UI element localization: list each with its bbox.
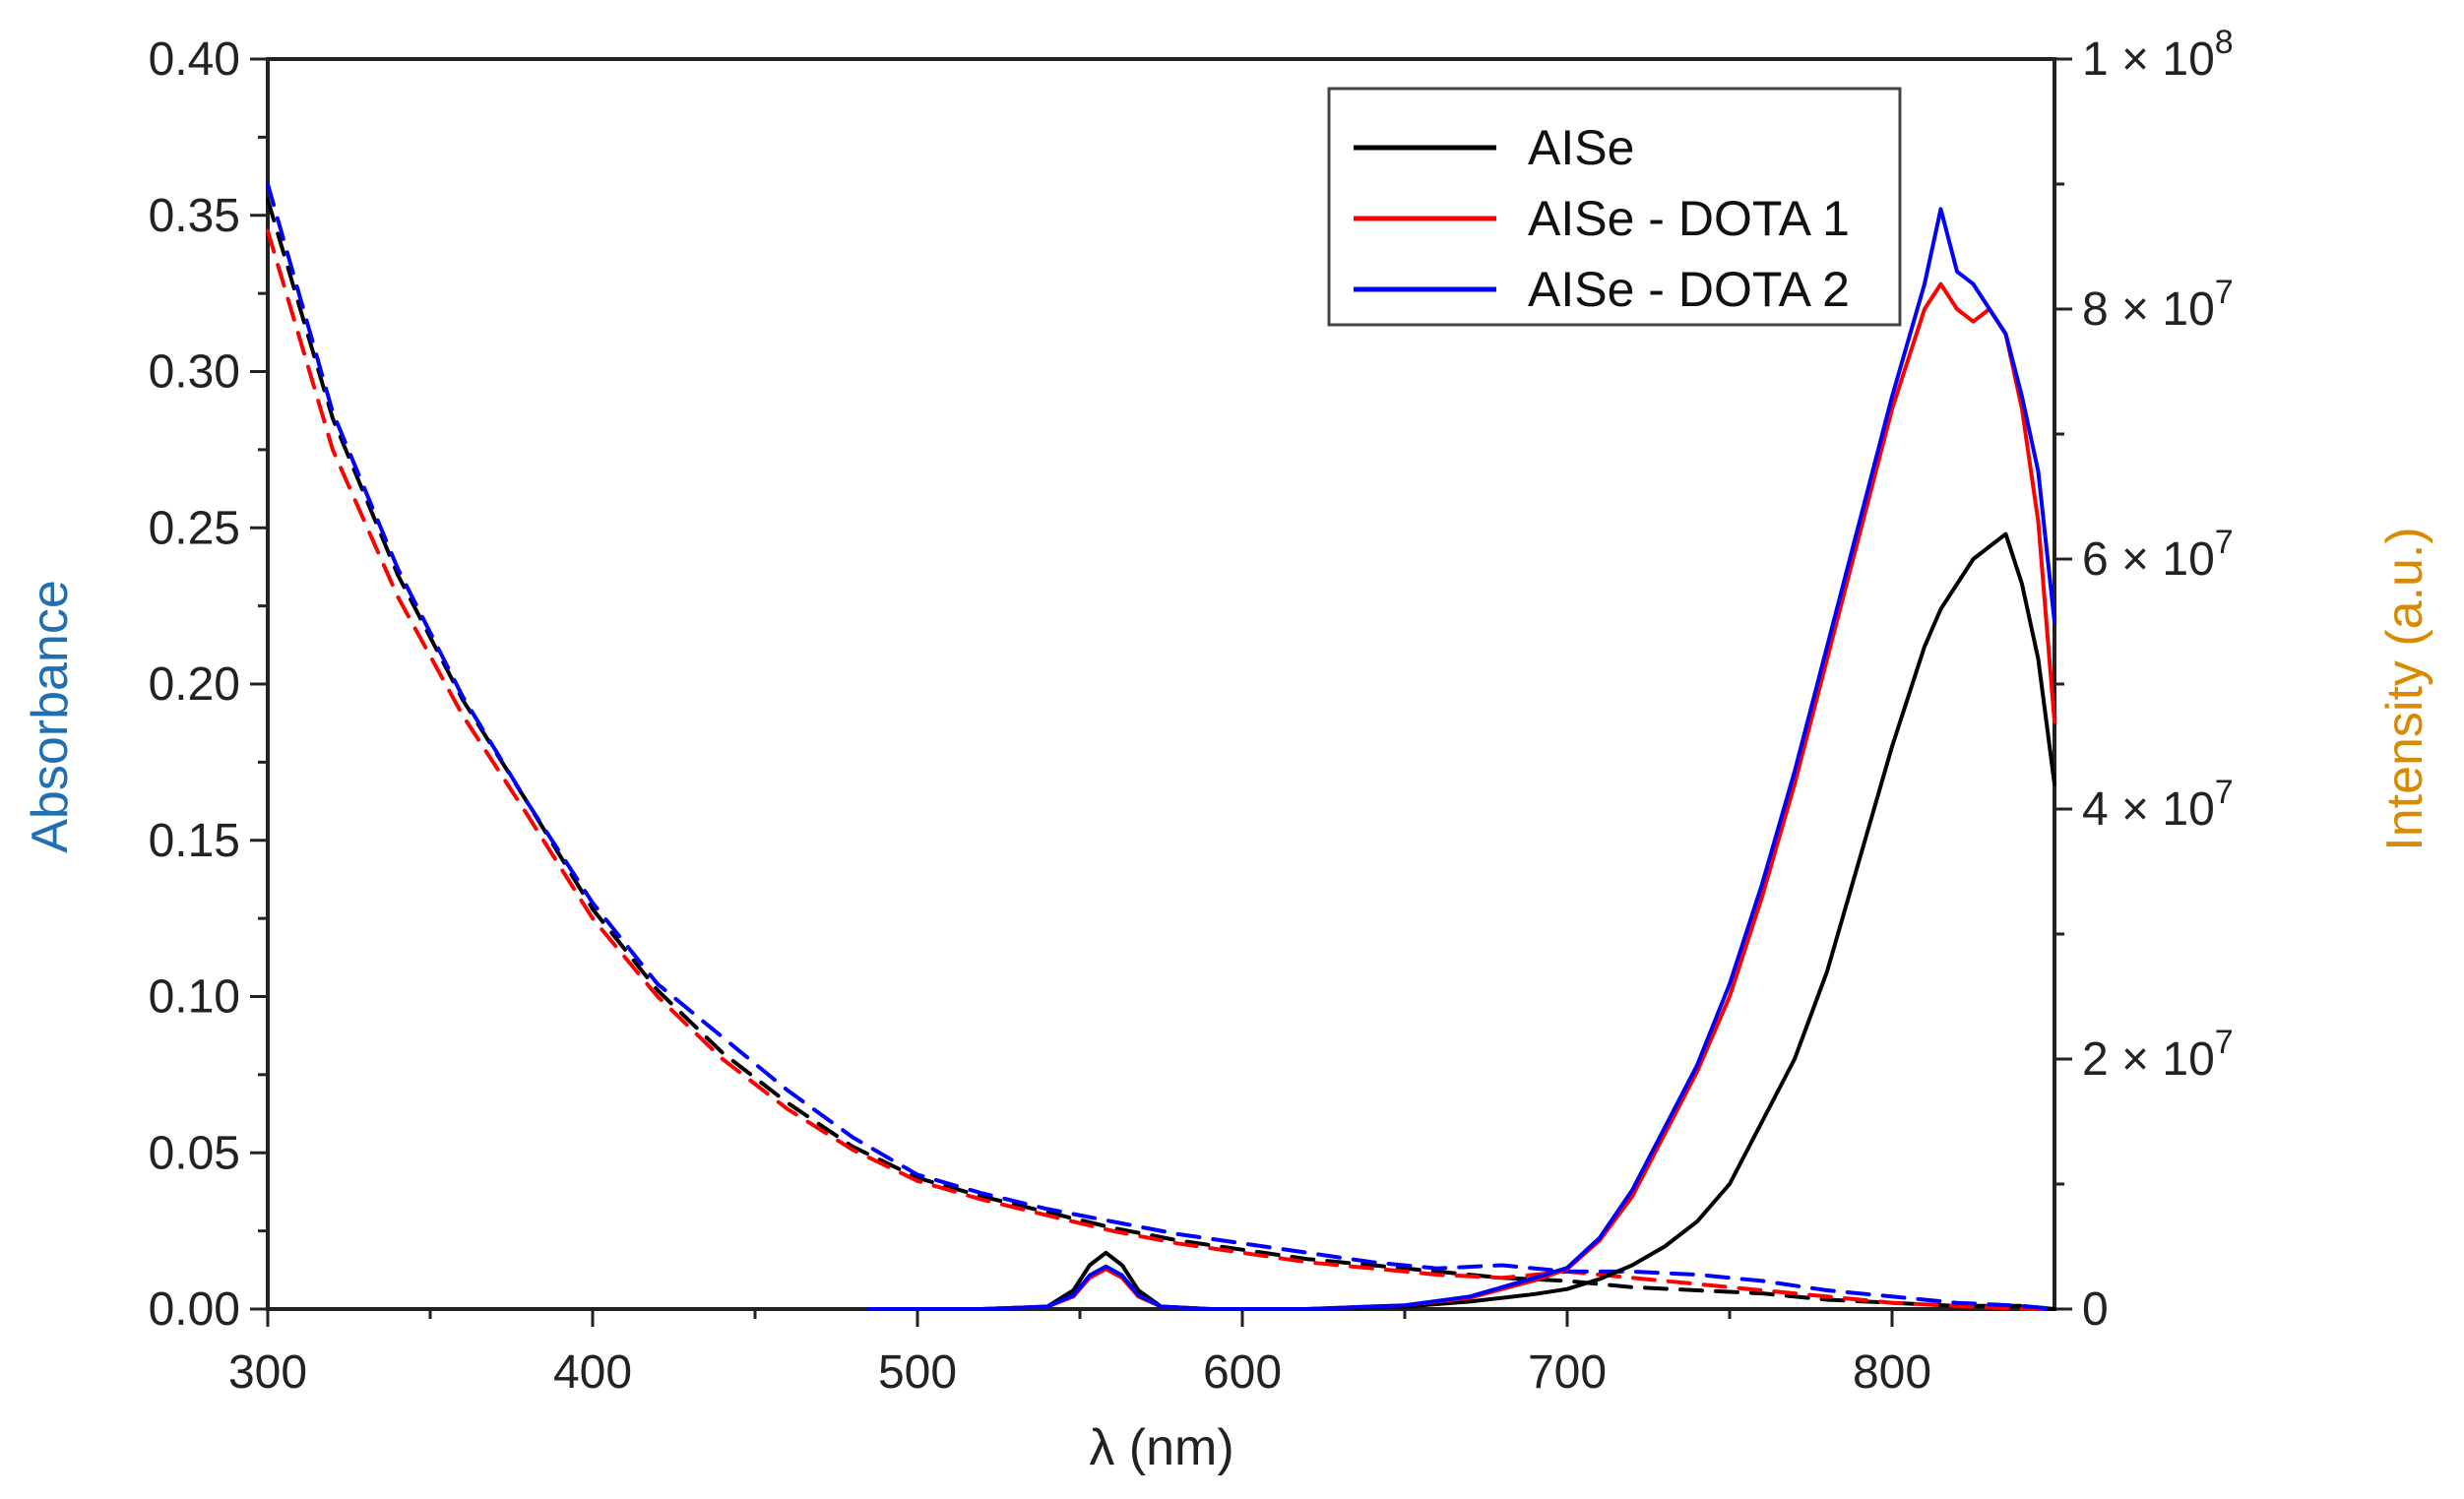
y-left-tick-label: 0.15 xyxy=(149,815,240,867)
emission-curves xyxy=(866,207,2056,1311)
absorbance-curves xyxy=(266,182,2056,1311)
y-left-tick-label: 0.30 xyxy=(149,346,240,399)
y-left-tick-label: 0.20 xyxy=(149,658,240,711)
absorbance-line-aise-dota-2 xyxy=(266,182,2056,1311)
x-tick-label: 500 xyxy=(878,1346,957,1399)
y-left-tick-label: 0.05 xyxy=(149,1127,240,1179)
y-right-tick-label: 1 × 108 xyxy=(2082,24,2234,86)
x-tick-label: 700 xyxy=(1528,1346,1607,1399)
x-axis-ticks: 300 400 500 600 700 800 xyxy=(228,1309,1931,1399)
y-right-tick-label: 6 × 107 xyxy=(2082,524,2234,586)
emission-line-aise xyxy=(866,531,2056,1311)
legend-label: AISe - DOTA 1 xyxy=(1528,191,1850,246)
y-right-axis-ticks: 0 2 × 107 4 × 107 6 × 107 8 × 107 1 × 108 xyxy=(2054,24,2234,1336)
y-left-tick-label: 0.00 xyxy=(149,1283,240,1336)
absorbance-line-aise-dota-1 xyxy=(266,228,2056,1311)
emission-line-aise-dota-2 xyxy=(866,207,2056,1311)
x-tick-label: 400 xyxy=(553,1346,632,1399)
y-left-tick-label: 0.40 xyxy=(149,33,240,86)
absorbance-line-aise xyxy=(266,197,2056,1311)
legend-label: AISe - DOTA 2 xyxy=(1528,262,1850,317)
y-right-tick-label: 0 xyxy=(2082,1283,2109,1336)
y-left-axis-title: Absorbance xyxy=(22,580,79,853)
x-axis-title: λ (nm) xyxy=(1089,1419,1233,1476)
y-left-tick-label: 0.25 xyxy=(149,502,240,554)
x-tick-label: 800 xyxy=(1853,1346,1931,1399)
y-left-tick-label: 0.35 xyxy=(149,190,240,242)
x-tick-label: 600 xyxy=(1203,1346,1282,1399)
y-right-tick-label: 4 × 107 xyxy=(2082,774,2234,836)
x-tick-label: 300 xyxy=(228,1346,307,1399)
legend: AISe AISe - DOTA 1 AISe - DOTA 2 xyxy=(1327,87,1902,327)
y-left-tick-label: 0.10 xyxy=(149,971,240,1024)
y-left-axis-ticks: 0.00 0.05 0.10 0.15 0.20 0.25 0.30 0.35 0.40 xyxy=(149,33,268,1336)
emission-line-aise-dota-1 xyxy=(866,281,2056,1311)
legend-box xyxy=(1327,87,1902,327)
y-right-tick-label: 8 × 107 xyxy=(2082,274,2234,336)
legend-label: AISe xyxy=(1528,120,1634,175)
y-right-tick-label: 2 × 107 xyxy=(2082,1024,2234,1086)
y-right-axis-title: Intensity (a.u.) xyxy=(2376,527,2433,850)
